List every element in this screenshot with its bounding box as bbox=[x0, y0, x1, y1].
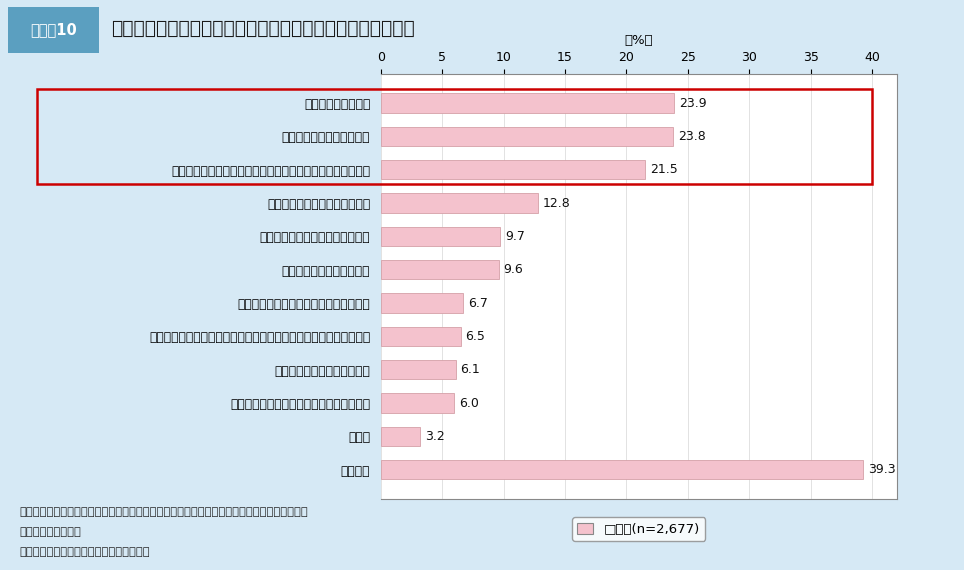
Text: 3.2: 3.2 bbox=[425, 430, 444, 443]
Text: 21.5: 21.5 bbox=[650, 163, 678, 176]
Bar bbox=[381, 227, 500, 246]
Text: 12.8: 12.8 bbox=[543, 197, 571, 210]
Text: 資料：内閣府「令和５年度高齢社会対策総合調査（高齢者の住宅と生活環境に関する調査）」: 資料：内閣府「令和５年度高齢社会対策総合調査（高齢者の住宅と生活環境に関する調査… bbox=[19, 507, 308, 518]
Text: 6.5: 6.5 bbox=[466, 330, 486, 343]
Text: 6.7: 6.7 bbox=[468, 296, 488, 310]
Bar bbox=[37, 89, 872, 184]
Bar bbox=[381, 327, 461, 346]
Text: 6.0: 6.0 bbox=[460, 397, 479, 410]
Text: 23.9: 23.9 bbox=[680, 96, 707, 109]
X-axis label: （%）: （%） bbox=[625, 34, 653, 47]
Bar bbox=[381, 193, 538, 213]
Bar bbox=[381, 127, 673, 146]
Text: 9.6: 9.6 bbox=[503, 263, 523, 276]
Bar bbox=[381, 393, 454, 413]
Text: 現在居住している地域における不便や気になること（全体）: 現在居住している地域における不便や気になること（全体） bbox=[111, 19, 415, 38]
Legend: □全体(n=2,677): □全体(n=2,677) bbox=[572, 518, 706, 541]
Text: 図３－10: 図３－10 bbox=[30, 22, 77, 38]
Text: 6.1: 6.1 bbox=[461, 363, 480, 376]
Text: 23.8: 23.8 bbox=[678, 130, 706, 143]
Bar bbox=[381, 360, 456, 380]
Bar bbox=[381, 460, 864, 479]
Bar bbox=[8, 7, 99, 53]
Text: 39.3: 39.3 bbox=[869, 463, 896, 477]
Text: （注２）「不明・無回答」は除いている。: （注２）「不明・無回答」は除いている。 bbox=[19, 547, 150, 557]
Bar bbox=[381, 260, 498, 279]
Bar bbox=[381, 93, 674, 113]
Bar bbox=[381, 160, 645, 180]
Bar bbox=[381, 427, 420, 446]
Text: （注１）複数回答。: （注１）複数回答。 bbox=[19, 527, 81, 537]
Bar bbox=[381, 294, 463, 313]
Text: 9.7: 9.7 bbox=[505, 230, 524, 243]
